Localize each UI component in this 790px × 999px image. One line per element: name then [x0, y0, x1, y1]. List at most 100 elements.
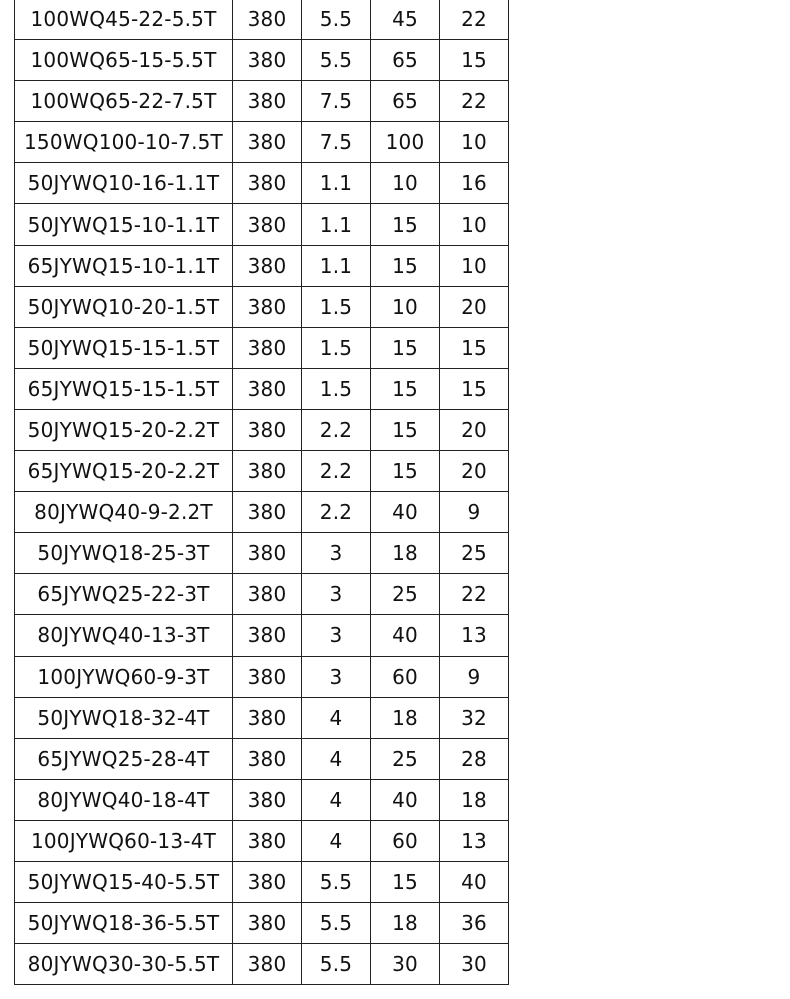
flow-cell: 25: [370, 737, 440, 780]
table-row: 50JYWQ18-25-3T 380 3 18 25: [14, 532, 509, 575]
model-cell: 50JYWQ18-36-5.5T: [14, 902, 233, 945]
table-row: 80JYWQ40-13-3T 380 3 40 13: [14, 614, 509, 657]
model-cell: 65JYWQ25-28-4T: [14, 737, 233, 780]
model-cell: 80JYWQ30-30-5.5T: [14, 943, 233, 986]
model-cell: 150WQ100-10-7.5T: [14, 121, 233, 164]
power-cell: 5.5: [301, 902, 371, 945]
head-cell: 9: [439, 491, 509, 534]
head-cell: 22: [439, 573, 509, 616]
head-cell: 22: [439, 0, 509, 41]
flow-cell: 15: [370, 860, 440, 904]
flow-cell: 25: [370, 573, 440, 616]
table-row: 150WQ100-10-7.5T 380 7.5 100 10: [14, 121, 509, 164]
head-cell: 20: [439, 285, 509, 328]
power-cell: 5.5: [301, 39, 371, 82]
power-cell: 5.5: [301, 0, 371, 41]
voltage-cell: 380: [232, 162, 302, 205]
power-cell: 5.5: [301, 943, 371, 986]
voltage-cell: 380: [232, 696, 302, 739]
head-cell: 15: [439, 326, 509, 369]
model-cell: 50JYWQ10-16-1.1T: [14, 162, 233, 205]
head-cell: 25: [439, 532, 509, 575]
flow-cell: 30: [370, 943, 440, 986]
power-cell: 7.5: [301, 80, 371, 123]
power-cell: 4: [301, 696, 371, 739]
voltage-cell: 380: [232, 655, 302, 698]
power-cell: 5.5: [301, 860, 371, 904]
head-cell: 36: [439, 902, 509, 945]
flow-cell: 40: [370, 778, 440, 821]
table-row: 100JYWQ60-13-4T 380 4 60 13: [14, 819, 509, 862]
table-row: 65JYWQ15-10-1.1T 380 1.1 15 10: [14, 244, 509, 287]
flow-cell: 40: [370, 491, 440, 534]
head-cell: 18: [439, 778, 509, 821]
model-cell: 50JYWQ18-25-3T: [14, 532, 233, 575]
head-cell: 16: [439, 162, 509, 205]
voltage-cell: 380: [232, 203, 302, 246]
voltage-cell: 380: [232, 39, 302, 82]
voltage-cell: 380: [232, 450, 302, 493]
table-row: 65JYWQ15-15-1.5T 380 1.5 15 15: [14, 367, 509, 410]
power-cell: 1.1: [301, 203, 371, 246]
table-row: 65JYWQ25-28-4T 380 4 25 28: [14, 737, 509, 780]
model-cell: 50JYWQ10-20-1.5T: [14, 285, 233, 328]
model-cell: 65JYWQ15-10-1.1T: [14, 244, 233, 287]
model-cell: 65JYWQ15-20-2.2T: [14, 450, 233, 493]
power-cell: 1.5: [301, 326, 371, 369]
voltage-cell: 380: [232, 573, 302, 616]
table-row: 80JYWQ40-9-2.2T 380 2.2 40 9: [14, 491, 509, 534]
table-row: 50JYWQ18-32-4T 380 4 18 32: [14, 696, 509, 739]
model-cell: 100JYWQ60-13-4T: [14, 819, 233, 862]
voltage-cell: 380: [232, 902, 302, 945]
flow-cell: 65: [370, 80, 440, 123]
head-cell: 13: [439, 614, 509, 657]
power-cell: 1.1: [301, 162, 371, 205]
table-row: 100JYWQ60-9-3T 380 3 60 9: [14, 655, 509, 698]
flow-cell: 60: [370, 655, 440, 698]
power-cell: 2.2: [301, 450, 371, 493]
voltage-cell: 380: [232, 285, 302, 328]
power-cell: 4: [301, 737, 371, 780]
flow-cell: 18: [370, 902, 440, 945]
flow-cell: 15: [370, 450, 440, 493]
model-cell: 50JYWQ15-20-2.2T: [14, 408, 233, 452]
power-cell: 3: [301, 573, 371, 616]
voltage-cell: 380: [232, 367, 302, 410]
table-row: 50JYWQ10-16-1.1T 380 1.1 10 16: [14, 162, 509, 205]
head-cell: 15: [439, 367, 509, 410]
model-cell: 65JYWQ15-15-1.5T: [14, 367, 233, 410]
power-cell: 1.5: [301, 367, 371, 410]
table-row: 50JYWQ18-36-5.5T 380 5.5 18 36: [14, 902, 509, 945]
table-row: 65JYWQ15-20-2.2T 380 2.2 15 20: [14, 450, 509, 493]
model-cell: 65JYWQ25-22-3T: [14, 573, 233, 616]
head-cell: 20: [439, 450, 509, 493]
table-row: 80JYWQ30-30-5.5T 380 5.5 30 30: [14, 943, 509, 986]
head-cell: 10: [439, 203, 509, 246]
head-cell: 30: [439, 943, 509, 986]
model-cell: 100JYWQ60-9-3T: [14, 655, 233, 698]
flow-cell: 10: [370, 162, 440, 205]
power-cell: 2.2: [301, 491, 371, 534]
table-row: 100WQ65-15-5.5T 380 5.5 65 15: [14, 39, 509, 82]
head-cell: 22: [439, 80, 509, 123]
model-cell: 50JYWQ15-40-5.5T: [14, 860, 233, 904]
flow-cell: 18: [370, 696, 440, 739]
voltage-cell: 380: [232, 860, 302, 904]
voltage-cell: 380: [232, 121, 302, 164]
model-cell: 100WQ65-22-7.5T: [14, 80, 233, 123]
flow-cell: 15: [370, 367, 440, 410]
table-row: 80JYWQ40-18-4T 380 4 40 18: [14, 778, 509, 821]
voltage-cell: 380: [232, 0, 302, 41]
power-cell: 4: [301, 778, 371, 821]
model-cell: 80JYWQ40-9-2.2T: [14, 491, 233, 534]
power-cell: 1.5: [301, 285, 371, 328]
model-cell: 100WQ65-15-5.5T: [14, 39, 233, 82]
flow-cell: 15: [370, 244, 440, 287]
flow-cell: 18: [370, 532, 440, 575]
head-cell: 10: [439, 121, 509, 164]
head-cell: 15: [439, 39, 509, 82]
voltage-cell: 380: [232, 491, 302, 534]
head-cell: 9: [439, 655, 509, 698]
model-cell: 50JYWQ18-32-4T: [14, 696, 233, 739]
flow-cell: 15: [370, 408, 440, 452]
